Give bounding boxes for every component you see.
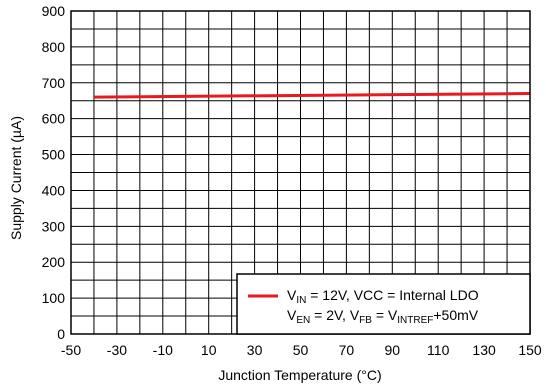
y-axis-label: Supply Current (µA) bbox=[8, 116, 24, 240]
x-tick-label: 50 bbox=[293, 342, 309, 358]
x-tick-labels: -50 -30 -10 10 30 50 70 90 110 130 150 bbox=[61, 342, 542, 358]
y-tick-labels: 0 100 200 300 400 500 600 700 800 900 bbox=[42, 3, 66, 342]
series-layer bbox=[93, 92, 531, 99]
x-tick-label: 130 bbox=[472, 342, 496, 358]
y-tick-label: 900 bbox=[42, 3, 66, 19]
x-tick-label: -50 bbox=[61, 342, 81, 358]
x-tick-label: -30 bbox=[107, 342, 127, 358]
y-tick-label: 0 bbox=[57, 326, 65, 342]
y-tick-label: 200 bbox=[42, 254, 66, 270]
series-line bbox=[93, 92, 531, 99]
x-tick-label: 70 bbox=[339, 342, 355, 358]
x-tick-label: 10 bbox=[201, 342, 217, 358]
legend-entry-line1: VIN = 12V, VCC = Internal LDO bbox=[287, 287, 479, 306]
x-tick-label: 110 bbox=[427, 342, 450, 358]
x-tick-label: 150 bbox=[518, 342, 542, 358]
legend: VIN = 12V, VCC = Internal LDO VEN = 2V, … bbox=[236, 273, 531, 335]
legend-box bbox=[236, 273, 531, 335]
x-tick-label: 30 bbox=[247, 342, 263, 358]
y-tick-label: 400 bbox=[42, 182, 66, 198]
x-axis-label: Junction Temperature (°C) bbox=[218, 367, 381, 383]
x-tick-label: 90 bbox=[385, 342, 401, 358]
y-tick-label: 600 bbox=[42, 111, 66, 127]
legend-entry-line2: VEN = 2V, VFB = VINTREF+50mV bbox=[287, 307, 479, 326]
y-tick-label: 100 bbox=[42, 290, 66, 306]
y-tick-label: 300 bbox=[42, 218, 66, 234]
x-tick-label: -10 bbox=[153, 342, 173, 358]
y-tick-label: 800 bbox=[42, 39, 66, 55]
y-tick-label: 700 bbox=[42, 75, 66, 91]
y-tick-label: 500 bbox=[42, 147, 66, 163]
